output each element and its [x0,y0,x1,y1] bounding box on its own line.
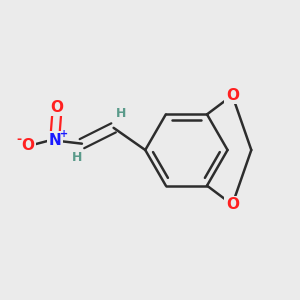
Text: H: H [72,152,83,164]
Text: +: + [60,129,68,139]
Text: -: - [16,133,21,146]
Text: O: O [22,138,34,153]
Text: O: O [226,88,239,103]
Text: H: H [116,107,127,120]
Text: N: N [49,133,62,148]
Text: O: O [50,100,63,115]
Text: O: O [226,197,239,212]
